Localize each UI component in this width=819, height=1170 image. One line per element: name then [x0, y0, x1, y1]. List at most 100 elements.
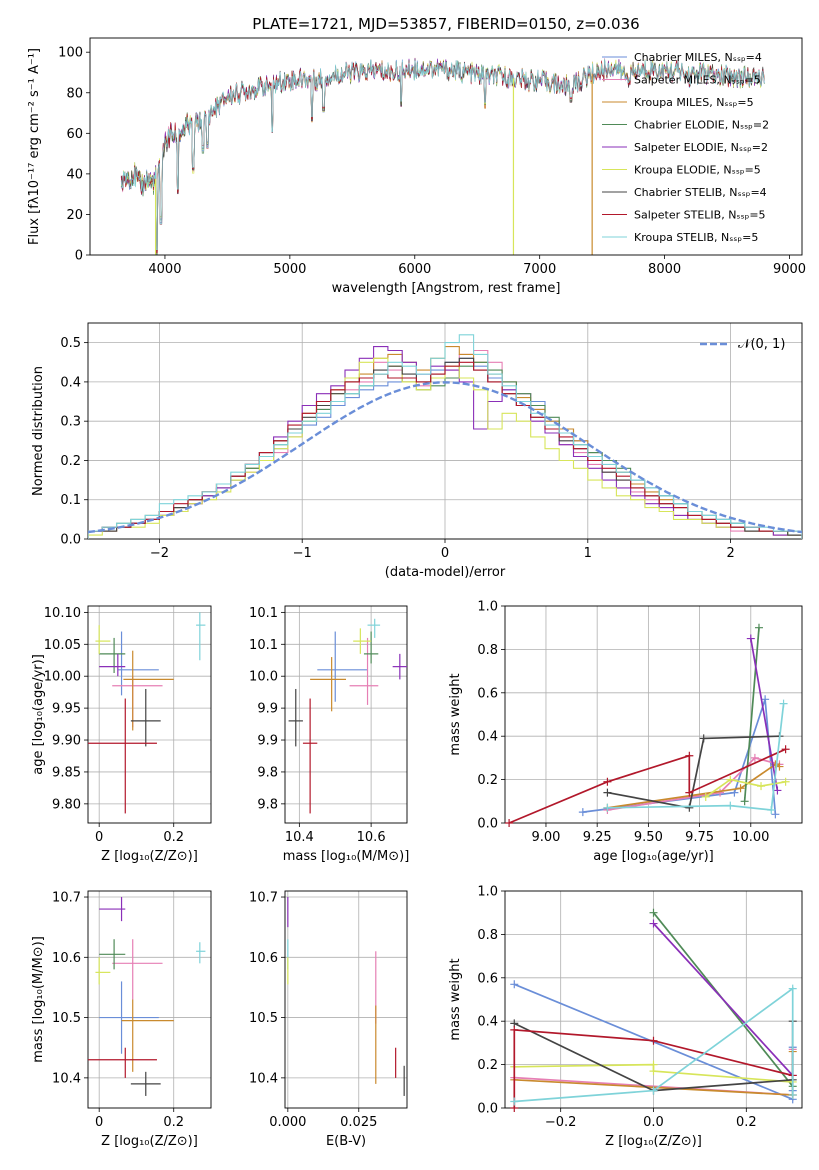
plus-marker — [773, 786, 782, 795]
plus-marker — [740, 797, 749, 806]
error-bar-point — [99, 653, 126, 677]
x-axis-label: wavelength [Angstrom, rest frame] — [332, 281, 561, 296]
x-tick-label: 7000 — [523, 262, 556, 277]
plus-marker — [726, 801, 735, 810]
axes-frame — [504, 605, 803, 824]
x-tick-label: −2 — [150, 546, 169, 561]
y-tick-label: 1.0 — [477, 885, 498, 900]
error-bar-point — [310, 657, 346, 712]
y-tick-label: 0.5 — [60, 336, 81, 351]
legend: Chabrier MILES, Nₛₛₚ=4 Salpeter MILES, Nₛ… — [602, 51, 769, 244]
axes-frame — [284, 605, 408, 824]
gaussian-curve — [88, 381, 802, 534]
spectrum-series-line — [120, 59, 765, 255]
plus-marker — [788, 1090, 797, 1099]
x-axis-label: Z [log₁₀(Z/Z⊙)] — [605, 1134, 702, 1149]
legend-label: Kroupa ELODIE, Nₛₛₚ=5 — [634, 164, 761, 177]
error-bar-point — [392, 653, 407, 680]
error-bar-point — [288, 688, 303, 747]
spectrum-series-line — [120, 59, 765, 254]
plus-marker — [754, 623, 763, 632]
plus-marker — [699, 734, 708, 743]
x-tick-label: 9.00 — [531, 830, 560, 845]
plus-marker — [736, 784, 745, 793]
y-tick-label: 100 — [58, 46, 83, 61]
weight-series-line — [705, 778, 786, 798]
y-tick-label: 1.0 — [477, 600, 498, 615]
x-tick-label: 0.2 — [163, 1115, 184, 1130]
y-axis-label: mass weight — [448, 673, 463, 755]
histogram-step-line — [88, 346, 802, 539]
x-tick-label: 10.6 — [357, 830, 386, 845]
spectrum-lines — [120, 57, 765, 255]
y-tick-label: 0.0 — [477, 1102, 498, 1117]
spectrum-series-line — [120, 57, 765, 253]
legend-label: Chabrier MILES, Nₛₛₚ=4 — [634, 51, 762, 64]
axes-frame — [89, 37, 803, 256]
y-tick-label: 0.0 — [477, 817, 498, 832]
plus-marker — [510, 1097, 519, 1106]
y-axis-label: mass weight — [448, 958, 463, 1040]
plus-marker — [771, 810, 780, 819]
y-tick-label: 9.9 — [257, 702, 278, 717]
axes-frame — [87, 890, 212, 1109]
weight-series-line — [607, 763, 780, 809]
mass-weight-vs-metallicity-panel: −0.2 0.0 0.2 0.0 0.2 0.4 0.6 0.8 1.0 Z [log₁₀(Z/Z… — [448, 885, 803, 1149]
x-tick-label: 6000 — [398, 262, 431, 277]
age-vs-mass-panel: 10.4 10.6 9.8 9.8 9.9 9.9 10.0 10.1 10.1 mass [lo… — [249, 605, 410, 864]
plus-marker — [685, 788, 694, 797]
error-bar-point — [302, 698, 318, 814]
y-tick-label: 10.5 — [249, 1011, 278, 1026]
histogram-step-line — [88, 334, 802, 539]
error-bar-point — [95, 625, 111, 654]
error-bar-point — [130, 1071, 161, 1096]
error-bar-point — [349, 637, 379, 705]
plus-marker — [757, 782, 766, 791]
plus-marker — [578, 808, 587, 817]
x-axis-label: Z [log₁₀(Z/Z⊙)] — [101, 849, 198, 864]
plus-marker — [726, 775, 735, 784]
y-tick-label: 10.4 — [52, 1071, 81, 1086]
y-tick-label: 10.5 — [52, 1011, 81, 1026]
error-bar-point — [367, 618, 381, 638]
mass-vs-metallicity-panel: 0 0.2 10.4 10.5 10.6 10.7 Z [log₁₀(Z/Z⊙)] mass … — [31, 890, 212, 1149]
error-bar-point — [121, 999, 174, 1072]
y-tick-label: 0.2 — [477, 773, 498, 788]
plus-marker — [685, 803, 694, 812]
plus-marker — [779, 699, 788, 708]
plus-marker — [767, 805, 776, 814]
plus-marker — [701, 792, 710, 801]
plus-marker — [649, 908, 658, 917]
plus-marker — [761, 695, 770, 704]
legend-label: 𝒩(0, 1) — [738, 337, 785, 352]
chart-title: PLATE=1721, MJD=53857, FIBERID=0150, z=0… — [252, 15, 639, 33]
x-tick-label: 9.25 — [583, 830, 612, 845]
y-tick-label: 9.80 — [52, 797, 81, 812]
legend-label: Kroupa MILES, Nₛₛₚ=5 — [634, 96, 754, 109]
y-tick-label: 40 — [66, 167, 83, 182]
y-tick-label: 9.95 — [52, 702, 81, 717]
y-tick-label: 10.0 — [249, 670, 278, 685]
y-tick-label: 10.05 — [44, 638, 81, 653]
x-axis-label: age [log₁₀(age/yr)] — [593, 849, 714, 864]
y-tick-label: 10.7 — [249, 891, 278, 906]
plus-marker — [603, 788, 612, 797]
y-tick-label: 80 — [66, 86, 83, 101]
mass-weight-vs-age-panel: 9.00 9.25 9.50 9.75 10.00 0.0 0.2 0.4 0.6 0.8 1.0 a… — [448, 600, 803, 864]
error-bar-point — [99, 939, 126, 970]
plus-marker — [510, 1025, 519, 1034]
y-tick-label: 10.4 — [249, 1071, 278, 1086]
weight-series-line — [513, 1028, 793, 1108]
weight-series-line — [749, 638, 779, 791]
y-tick-label: 9.85 — [52, 765, 81, 780]
error-bar-point — [363, 631, 379, 664]
y-tick-label: 0.6 — [477, 971, 498, 986]
x-axis-label: mass [log₁₀(M/M⊙)] — [283, 849, 410, 864]
y-tick-label: 9.90 — [52, 734, 81, 749]
y-tick-label: 10.10 — [44, 606, 81, 621]
y-tick-label: 10.1 — [249, 638, 278, 653]
plus-marker — [510, 980, 519, 989]
error-bar-point — [99, 981, 159, 1054]
x-tick-label: 0 — [95, 1115, 103, 1130]
